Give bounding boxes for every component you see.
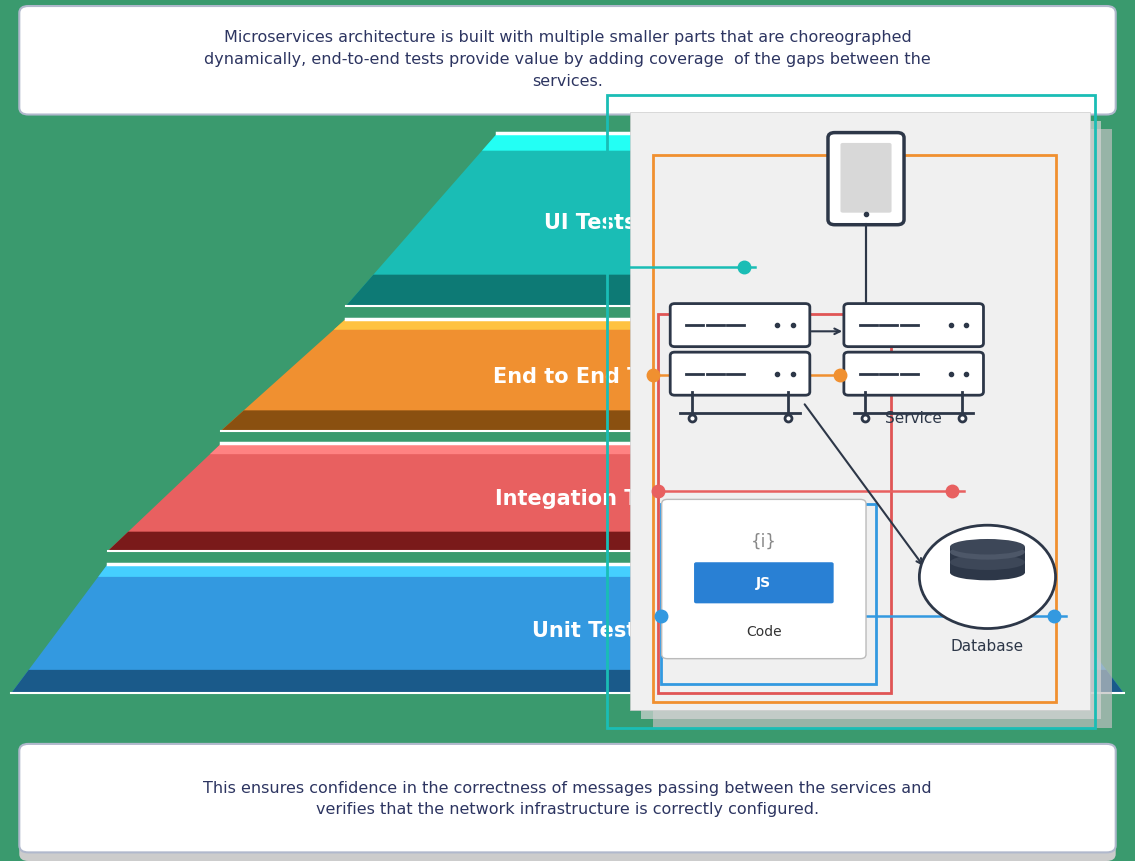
FancyBboxPatch shape [19,744,1116,852]
FancyBboxPatch shape [19,6,1116,115]
Text: This ensures confidence in the correctness of messages passing between the servi: This ensures confidence in the correctne… [203,781,932,817]
FancyBboxPatch shape [19,753,1116,861]
Text: Code: Code [746,625,782,639]
Circle shape [919,525,1056,629]
Polygon shape [346,275,789,306]
Text: UI Tests: UI Tests [544,213,637,233]
Text: Microservices architecture is built with multiple smaller parts that are choreog: Microservices architecture is built with… [204,30,931,89]
Bar [658,314,891,693]
Polygon shape [11,670,1124,693]
Text: Integation Tests: Integation Tests [495,489,686,510]
Polygon shape [221,411,914,430]
Text: Database: Database [951,639,1024,653]
Polygon shape [98,564,1037,577]
Polygon shape [221,319,914,430]
FancyBboxPatch shape [844,352,984,395]
Text: {i}: {i} [751,532,776,550]
Text: End to End Tests: End to End Tests [493,367,688,387]
Text: JS: JS [756,576,772,590]
Bar [661,504,876,684]
Text: Service: Service [885,411,942,425]
Ellipse shape [950,565,1025,580]
Ellipse shape [950,554,1025,570]
FancyBboxPatch shape [670,352,810,395]
FancyBboxPatch shape [653,129,1112,728]
Text: Unit Tests: Unit Tests [532,621,648,641]
Bar [653,155,1056,702]
Polygon shape [108,443,1027,551]
FancyBboxPatch shape [641,121,1101,719]
Bar [607,95,1095,728]
Polygon shape [210,443,925,455]
FancyBboxPatch shape [630,112,1090,710]
Polygon shape [11,564,1124,693]
FancyBboxPatch shape [844,304,984,347]
Polygon shape [482,133,653,151]
FancyBboxPatch shape [693,562,833,604]
Polygon shape [346,133,789,306]
Bar [950,547,1025,573]
FancyBboxPatch shape [829,133,905,225]
Polygon shape [334,319,801,330]
Ellipse shape [950,544,1025,560]
FancyBboxPatch shape [670,304,810,347]
Polygon shape [108,532,1027,551]
FancyBboxPatch shape [662,499,866,659]
Ellipse shape [950,539,1025,554]
FancyBboxPatch shape [841,143,892,213]
